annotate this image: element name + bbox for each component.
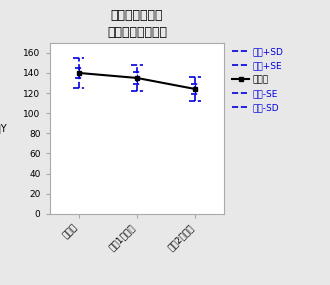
Y-axis label: 変量Y: 変量Y bbox=[0, 123, 7, 133]
Title: 各水準の平均値
【被験者内因子】: 各水準の平均値 【被験者内因子】 bbox=[107, 9, 167, 39]
Legend: 平均+SD, 平均+SE, 平　均, 平均-SE, 平均-SD: 平均+SD, 平均+SE, 平 均, 平均-SE, 平均-SD bbox=[232, 47, 283, 112]
